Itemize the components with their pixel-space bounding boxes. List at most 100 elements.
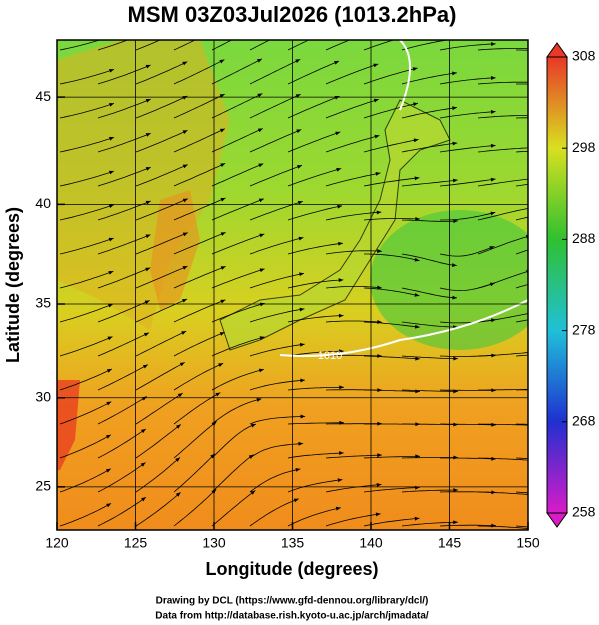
- stream-arrow: [377, 249, 382, 253]
- streamline: [363, 40, 395, 51]
- stream-arrow: [414, 176, 420, 181]
- streamline: [287, 479, 343, 493]
- stream-arrow: [220, 163, 226, 168]
- stream-arrow: [219, 128, 225, 133]
- streamline: [477, 115, 528, 119]
- streamline: [515, 284, 528, 289]
- streamlines: [59, 26, 572, 533]
- stream-arrow: [529, 493, 534, 497]
- x-tick-label: 120: [45, 535, 69, 551]
- stream-arrow: [336, 167, 342, 172]
- stream-arrow: [490, 143, 496, 148]
- streamline: [59, 136, 115, 153]
- streamline: [287, 40, 310, 51]
- stream-arrow: [415, 356, 420, 361]
- streamline: [325, 135, 380, 153]
- stream-arrow: [529, 113, 534, 117]
- streamline: [515, 423, 528, 425]
- stream-arrow: [453, 356, 458, 361]
- streamline: [249, 237, 304, 255]
- stream-arrow: [490, 42, 496, 46]
- stream-arrow: [491, 422, 496, 427]
- stream-arrow: [107, 336, 113, 341]
- streamline: [211, 369, 264, 391]
- streamline: [325, 98, 379, 119]
- stream-arrow: [182, 164, 188, 169]
- streamline: [59, 40, 101, 51]
- x-tick-label: 145: [438, 535, 462, 551]
- streamline: [401, 521, 458, 527]
- stream-arrow: [339, 349, 344, 354]
- streamline: [59, 336, 113, 357]
- streamline: [135, 265, 188, 289]
- streamline: [97, 64, 151, 85]
- streamline: [135, 232, 188, 255]
- stream-arrow: [250, 423, 256, 428]
- streamline: [211, 58, 263, 85]
- streamline: [97, 496, 147, 527]
- stream-arrow: [567, 529, 572, 533]
- stream-arrow: [109, 68, 115, 73]
- stream-arrow: [182, 27, 187, 31]
- stream-arrow: [250, 490, 256, 495]
- streamline: [401, 253, 457, 266]
- stream-arrow: [108, 170, 114, 175]
- credit-line: Drawing by DCL (https://www.gfd-dennou.o…: [156, 596, 429, 607]
- stream-arrow: [377, 453, 382, 458]
- streamline: [516, 83, 528, 85]
- streamline: [59, 237, 114, 255]
- x-tick-label: 130: [202, 535, 226, 551]
- streamline: [363, 321, 420, 328]
- streamline: [477, 208, 528, 221]
- streamline: [287, 452, 344, 459]
- streamline: [325, 354, 383, 357]
- stream-arrow: [529, 146, 534, 150]
- streamline: [173, 421, 217, 459]
- stream-arrow: [337, 478, 343, 483]
- stream-arrow: [529, 387, 534, 391]
- streamline: [401, 457, 458, 459]
- streamline: [516, 49, 528, 51]
- land-taiwan: [57, 380, 80, 470]
- stream-arrow: [259, 233, 265, 238]
- streamline: [173, 331, 225, 357]
- streamline: [97, 462, 146, 493]
- stream-arrow: [106, 503, 112, 508]
- stream-arrow: [567, 388, 572, 392]
- stream-arrow: [376, 210, 382, 215]
- stream-arrow: [105, 434, 111, 439]
- streamline: [401, 489, 458, 493]
- stream-arrow: [490, 109, 496, 114]
- streamline: [97, 98, 151, 119]
- stream-arrow: [175, 457, 180, 462]
- stream-arrow: [338, 278, 344, 283]
- streamline: [97, 132, 151, 153]
- stream-arrow: [109, 102, 115, 107]
- streamline: [135, 491, 181, 527]
- streamline: [135, 424, 182, 459]
- colorbar-extend-top: [546, 42, 568, 58]
- streamline: [211, 268, 265, 289]
- stream-arrow: [490, 177, 496, 182]
- streamline: [401, 40, 449, 51]
- streamline: [287, 95, 340, 119]
- colorbar-extend-bottom: [546, 512, 568, 528]
- streamline: [477, 457, 528, 461]
- streamline: [211, 163, 264, 187]
- streamline: [287, 131, 341, 153]
- stream-arrow: [182, 61, 188, 66]
- stream-arrow: [373, 63, 379, 68]
- x-tick-label: 125: [124, 535, 148, 551]
- stream-arrow: [296, 129, 302, 134]
- stream-arrow: [142, 364, 148, 369]
- stream-arrow: [256, 398, 262, 402]
- x-tick-label: 135: [281, 535, 305, 551]
- streamline: [401, 107, 458, 119]
- stream-arrow: [334, 26, 339, 30]
- streamline: [249, 273, 305, 289]
- colorbar-tick-label: 308: [572, 48, 596, 64]
- streamline: [477, 423, 528, 426]
- stream-arrow: [145, 267, 151, 272]
- streamline: [97, 364, 149, 391]
- colorbar-tick-label: 298: [572, 139, 596, 155]
